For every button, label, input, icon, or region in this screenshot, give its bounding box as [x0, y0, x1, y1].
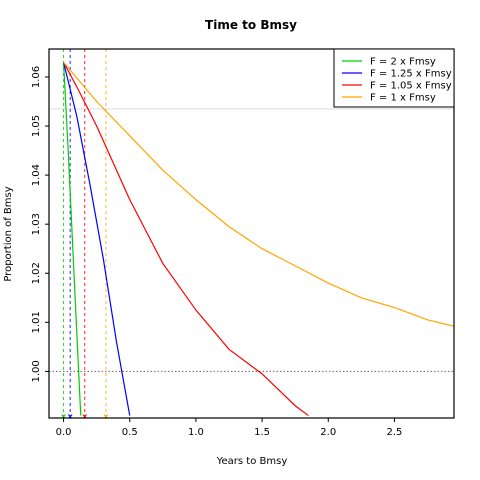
legend-label-0: F = 2 x Fmsy	[370, 57, 436, 68]
legend-label-1: F = 1.25 x Fmsy	[370, 69, 452, 80]
series-line-1	[62, 62, 131, 416]
series-line-0	[62, 62, 82, 416]
chart-title: Time to Bmsy	[205, 18, 297, 32]
y-tick-label-2: 1.02	[31, 262, 42, 284]
y-tick-label-0: 1.00	[31, 360, 42, 382]
y-tick-label-6: 1.06	[31, 66, 42, 88]
y-axis-label: Proportion of Bmsy	[3, 186, 14, 281]
y-tick-label-5: 1.05	[31, 115, 42, 137]
plot-frame	[48, 48, 455, 419]
y-tick-label-1: 1.01	[31, 311, 42, 333]
x-tick-label-3: 1.5	[254, 427, 270, 438]
plot-content	[49, 49, 454, 418]
series-line-2	[63, 61, 309, 417]
x-axis-label: Years to Bmsy	[216, 456, 288, 467]
x-tick-label-5: 2.5	[386, 427, 402, 438]
legend-label-3: F = 1 x Fmsy	[370, 93, 436, 104]
x-tick-label-2: 1.0	[188, 427, 204, 438]
y-tick-label-4: 1.04	[31, 164, 42, 186]
plot-area: 0.0 0.5 1.0 1.5 2.0 2.5 1.00 1.01 1.02 1.03 1.04 1.…	[31, 48, 455, 438]
y-tick-label-3: 1.03	[31, 213, 42, 235]
x-tick-label-1: 0.5	[122, 427, 138, 438]
x-tick-label-0: 0.0	[56, 427, 72, 438]
series-line-3	[63, 61, 454, 327]
x-tick-label-4: 2.0	[320, 427, 336, 438]
legend-label-2: F = 1.05 x Fmsy	[370, 81, 452, 92]
